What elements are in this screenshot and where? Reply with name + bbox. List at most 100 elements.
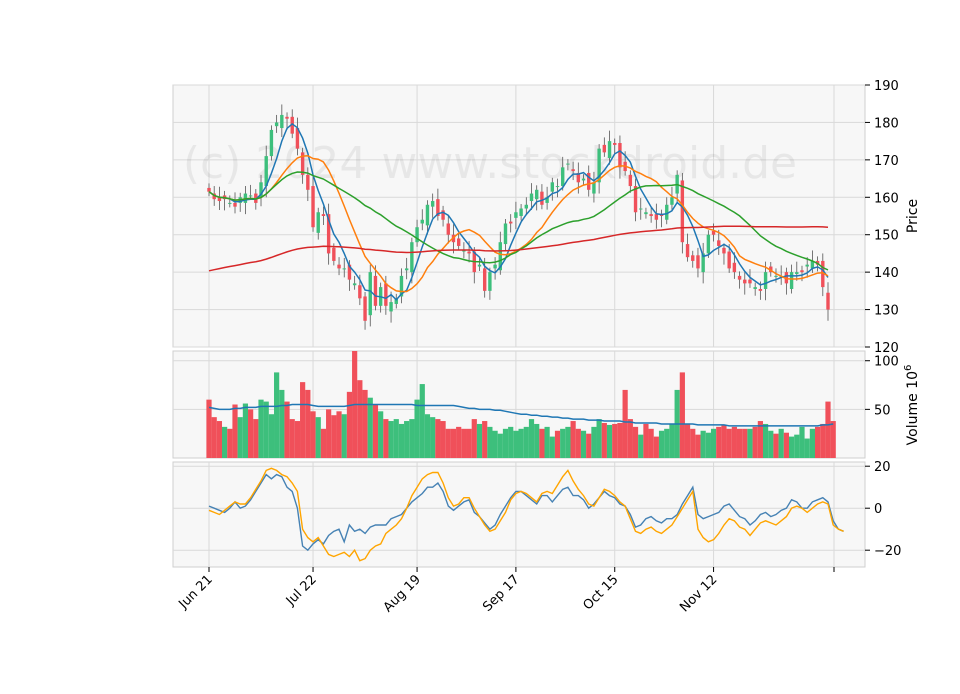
- candle-body: [727, 251, 731, 269]
- candle-body: [665, 204, 669, 220]
- candle-body: [368, 272, 372, 316]
- candle-body: [306, 174, 310, 190]
- volume-bar: [710, 428, 717, 458]
- volume-bar: [768, 430, 774, 458]
- volume-tick-label: 100: [874, 355, 899, 370]
- volume-bar: [575, 428, 581, 458]
- volume-bar: [362, 389, 368, 458]
- candle-body: [774, 275, 778, 277]
- volume-bar: [284, 401, 290, 458]
- volume-bar: [294, 421, 301, 458]
- candle-body: [467, 251, 471, 254]
- candle-body: [420, 219, 424, 224]
- candle-body: [316, 212, 320, 233]
- price-tick-label: 160: [874, 191, 899, 206]
- volume-bar: [534, 423, 540, 458]
- oscillator-orange-line: [208, 467, 844, 562]
- candle-body: [326, 214, 331, 254]
- candle-body: [633, 186, 638, 213]
- volume-bar: [206, 399, 212, 458]
- volume-bar: [726, 428, 732, 458]
- candle-body: [217, 197, 222, 202]
- x-tick-label: Nov 12: [677, 572, 720, 615]
- candle-body: [691, 255, 695, 261]
- volume-bar: [518, 428, 524, 458]
- volume-bar: [461, 428, 467, 458]
- volume-bar: [279, 389, 285, 458]
- candle-body: [415, 227, 419, 243]
- candle-body: [711, 230, 716, 235]
- candle-body: [696, 255, 700, 269]
- volume-bar: [596, 419, 602, 458]
- candle-body: [602, 144, 607, 153]
- x-tick-label: Oct 15: [580, 572, 621, 613]
- candle-body: [519, 208, 523, 216]
- candle-body: [295, 128, 300, 149]
- volume-bar: [445, 428, 451, 458]
- volume-bar: [762, 423, 769, 458]
- volume-bar: [248, 409, 254, 458]
- volume-bar: [778, 428, 784, 458]
- candle-body: [628, 174, 633, 187]
- x-tick-label: Jun 21: [176, 572, 216, 612]
- volume-bar: [497, 433, 503, 458]
- candle-body: [430, 201, 435, 207]
- volume-bar: [482, 421, 488, 458]
- candle-body: [561, 167, 565, 187]
- candle-body: [248, 195, 253, 197]
- volume-ma-line: [208, 403, 834, 427]
- candle-body: [373, 275, 378, 306]
- volume-bar: [326, 409, 332, 458]
- volume-bar: [627, 419, 633, 458]
- candle-body: [358, 285, 362, 299]
- volume-bar: [232, 404, 238, 458]
- candle-body: [555, 186, 560, 188]
- volume-bar: [528, 419, 535, 458]
- candle-body: [524, 204, 529, 209]
- candle-body: [503, 223, 508, 245]
- volume-bar: [471, 419, 477, 458]
- volume-bar: [622, 389, 628, 458]
- x-tick-label: Jul 22: [283, 572, 320, 609]
- candle-body: [810, 260, 815, 269]
- volume-bar: [742, 428, 748, 458]
- volume-bar: [398, 423, 405, 458]
- volume-axis-label: Volume 106: [903, 365, 921, 446]
- volume-bar: [690, 428, 696, 458]
- candle-body: [311, 186, 315, 228]
- candle-body: [701, 253, 705, 273]
- candle-body: [805, 264, 809, 267]
- candle-body: [321, 214, 326, 216]
- volume-bar: [430, 417, 436, 458]
- candle-body: [800, 270, 804, 273]
- volume-bar: [591, 426, 597, 458]
- candle-body: [404, 268, 409, 271]
- volume-bar: [253, 419, 259, 458]
- candle-body: [758, 288, 763, 291]
- volume-bar: [757, 421, 763, 458]
- candle-body: [795, 272, 799, 275]
- candle-body: [280, 114, 284, 129]
- volume-bar: [336, 411, 342, 458]
- candle-body: [482, 268, 487, 291]
- candle-body: [540, 191, 544, 205]
- candle-body: [363, 296, 367, 321]
- volume-bar: [216, 421, 223, 458]
- watermark: (c) 2024 www.stockdroid.de: [183, 138, 797, 189]
- volume-bar: [450, 428, 457, 458]
- candle-body: [566, 163, 570, 165]
- volume-bar: [456, 426, 462, 458]
- volume-bar: [799, 426, 805, 458]
- volume-bar: [830, 421, 836, 458]
- volume-bar: [612, 423, 618, 458]
- candle-body: [737, 275, 742, 280]
- volume-bar: [549, 436, 555, 458]
- volume-bar: [378, 411, 384, 458]
- candle-body: [264, 156, 268, 187]
- volume-bar: [658, 430, 665, 458]
- oscillator-blue-line: [208, 473, 844, 552]
- candle-body: [446, 223, 450, 235]
- volume-bar: [679, 372, 685, 458]
- volume-bar: [560, 428, 566, 458]
- volume-bar: [539, 428, 545, 458]
